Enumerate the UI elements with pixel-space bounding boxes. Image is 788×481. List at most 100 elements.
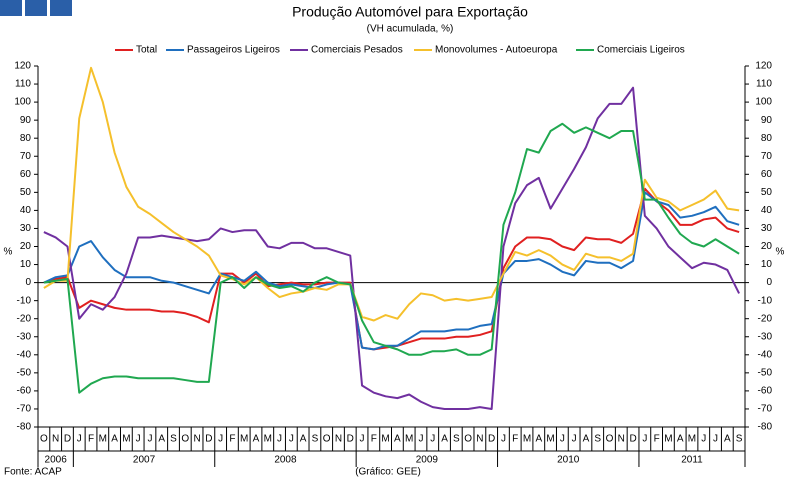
x-tick-label: J bbox=[560, 434, 565, 445]
x-tick-label: A bbox=[300, 434, 307, 445]
y2-tick-label: 70 bbox=[761, 151, 773, 162]
x-tick-label: D bbox=[488, 434, 495, 445]
x-tick-label: D bbox=[205, 434, 212, 445]
legend-label: Total bbox=[136, 45, 157, 56]
x-tick-label: N bbox=[193, 434, 200, 445]
y-tick-label: -70 bbox=[17, 404, 32, 415]
x-tick-label: M bbox=[688, 434, 696, 445]
x-tick-label: A bbox=[394, 434, 401, 445]
y2-tick-label: -10 bbox=[758, 295, 773, 306]
y2-tick-label: 80 bbox=[761, 133, 773, 144]
x-tick-label: J bbox=[572, 434, 577, 445]
x-tick-label: A bbox=[677, 434, 684, 445]
y-tick-label: -40 bbox=[17, 349, 32, 360]
year-label: 2011 bbox=[681, 455, 703, 466]
logo-block bbox=[50, 0, 72, 16]
x-tick-label: J bbox=[147, 434, 152, 445]
x-tick-label: M bbox=[240, 434, 248, 445]
y2-tick-label: 10 bbox=[761, 259, 773, 270]
x-tick-label: N bbox=[476, 434, 483, 445]
y2-tick-label: 120 bbox=[755, 61, 772, 72]
y-tick-label: 80 bbox=[20, 133, 32, 144]
x-tick-label: S bbox=[312, 434, 319, 445]
y2-tick-label: 100 bbox=[755, 97, 772, 108]
y2-tick-label: -80 bbox=[758, 422, 773, 433]
y-tick-label: 50 bbox=[20, 187, 32, 198]
x-tick-label: F bbox=[88, 434, 94, 445]
x-tick-label: J bbox=[418, 434, 423, 445]
chart-title: Produção Automóvel para Exportação bbox=[292, 4, 528, 20]
year-label: 2010 bbox=[557, 455, 580, 466]
y-tick-label: -30 bbox=[17, 331, 32, 342]
x-tick-label: N bbox=[618, 434, 625, 445]
x-tick-label: O bbox=[40, 434, 48, 445]
year-label: 2006 bbox=[45, 455, 68, 466]
x-tick-label: J bbox=[136, 434, 141, 445]
x-tick-label: A bbox=[253, 434, 260, 445]
x-tick-label: S bbox=[736, 434, 743, 445]
x-tick-label: N bbox=[335, 434, 342, 445]
x-tick-label: O bbox=[464, 434, 472, 445]
x-tick-label: A bbox=[583, 434, 590, 445]
x-tick-label: J bbox=[360, 434, 365, 445]
y-tick-label: -60 bbox=[17, 386, 32, 397]
series-line bbox=[43, 86, 741, 410]
y-tick-label: 30 bbox=[20, 223, 32, 234]
y2-tick-label: -50 bbox=[758, 367, 773, 378]
y2-tick-label: 20 bbox=[761, 241, 773, 252]
series-line bbox=[43, 191, 740, 351]
year-label: 2009 bbox=[416, 455, 439, 466]
logo-block bbox=[25, 0, 47, 16]
x-tick-label: M bbox=[264, 434, 272, 445]
y2-axis-label: % bbox=[776, 247, 785, 258]
y-tick-label: 10 bbox=[20, 259, 32, 270]
credit: (Gráfico: GEE) bbox=[355, 467, 421, 478]
x-tick-label: A bbox=[535, 434, 542, 445]
x-tick-label: J bbox=[430, 434, 435, 445]
y-tick-label: 90 bbox=[20, 115, 32, 126]
x-tick-label: J bbox=[289, 434, 294, 445]
y2-tick-label: -60 bbox=[758, 386, 773, 397]
y2-tick-label: 30 bbox=[761, 223, 773, 234]
legend-label: Monovolumes - Autoeuropa bbox=[435, 45, 558, 56]
x-tick-label: M bbox=[122, 434, 130, 445]
x-tick-label: J bbox=[218, 434, 223, 445]
x-tick-label: J bbox=[277, 434, 282, 445]
series-line bbox=[43, 66, 740, 322]
y2-tick-label: -70 bbox=[758, 404, 773, 415]
y-tick-label: 20 bbox=[20, 241, 32, 252]
x-tick-label: F bbox=[512, 434, 518, 445]
y-tick-label: -80 bbox=[17, 422, 32, 433]
x-tick-label: D bbox=[64, 434, 71, 445]
x-tick-label: J bbox=[713, 434, 718, 445]
y-tick-label: 70 bbox=[20, 151, 32, 162]
x-tick-label: A bbox=[441, 434, 448, 445]
x-tick-label: O bbox=[606, 434, 614, 445]
year-label: 2008 bbox=[274, 455, 297, 466]
y2-tick-label: -30 bbox=[758, 331, 773, 342]
x-tick-label: J bbox=[77, 434, 82, 445]
y-tick-label: -20 bbox=[17, 313, 32, 324]
y-tick-label: 40 bbox=[20, 205, 32, 216]
x-tick-label: S bbox=[453, 434, 460, 445]
legend-label: Comerciais Pesados bbox=[311, 45, 403, 56]
series-line bbox=[43, 122, 740, 394]
x-tick-label: J bbox=[501, 434, 506, 445]
legend-label: Comerciais Ligeiros bbox=[597, 45, 685, 56]
x-tick-label: D bbox=[347, 434, 354, 445]
x-tick-label: A bbox=[111, 434, 118, 445]
x-tick-label: A bbox=[724, 434, 731, 445]
legend-label: Passageiros Ligeiros bbox=[187, 45, 280, 56]
y2-tick-label: 40 bbox=[761, 205, 773, 216]
y-tick-label: -10 bbox=[17, 295, 32, 306]
x-tick-label: O bbox=[181, 434, 189, 445]
y-tick-label: 100 bbox=[14, 97, 31, 108]
logo-block bbox=[0, 0, 22, 16]
x-tick-label: M bbox=[99, 434, 107, 445]
y-tick-label: 110 bbox=[15, 79, 31, 90]
y2-tick-label: 90 bbox=[761, 115, 773, 126]
source: Fonte: ACAP bbox=[4, 467, 62, 478]
x-tick-label: M bbox=[523, 434, 531, 445]
y2-tick-label: 50 bbox=[761, 187, 773, 198]
